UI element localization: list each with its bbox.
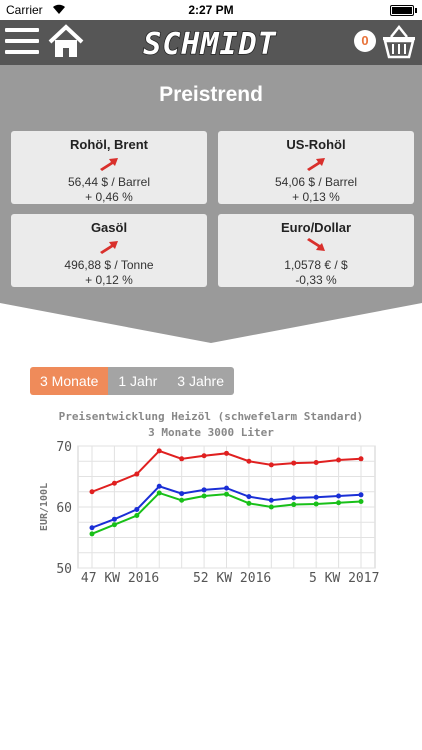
tab-1-jahr[interactable]: 1 Jahr: [108, 367, 168, 395]
chart-title: Preisentwicklung Heizöl (schwefelarm Sta…: [58, 410, 364, 423]
series-point-1: [201, 487, 207, 493]
arrow-up-icon: [307, 158, 325, 171]
trend-card-us-oil[interactable]: US-Rohöl 54,06 $ / Barrel + 0,13 %: [218, 131, 414, 204]
card-change: + 0,13 %: [292, 190, 340, 204]
series-point-0: [111, 480, 117, 486]
x-tick-label: 5 KW 2017: [309, 571, 379, 586]
brand-logo[interactable]: SCHMIDT: [134, 24, 286, 61]
series-point-1: [291, 495, 297, 501]
series-point-2: [89, 531, 95, 537]
y-tick-label: 50: [56, 562, 72, 577]
series-point-0: [336, 457, 342, 463]
card-change: -0,33 %: [295, 273, 337, 287]
series-point-0: [156, 448, 162, 454]
series-point-2: [111, 522, 117, 528]
card-name: Euro/Dollar: [280, 220, 352, 235]
status-bar: Carrier 2:27 PM: [0, 0, 422, 20]
series-point-1: [358, 492, 364, 498]
series-point-0: [201, 453, 207, 459]
brand-logo-text: SCHMIDT: [143, 27, 276, 61]
series-point-0: [134, 471, 140, 477]
series-point-2: [156, 490, 162, 496]
series-point-2: [268, 504, 274, 510]
series-point-2: [201, 493, 207, 499]
series-point-1: [313, 494, 319, 500]
battery-icon: [390, 5, 417, 16]
card-change: + 0,12 %: [85, 273, 133, 287]
card-price: 496,88 $ / Tonne: [64, 258, 154, 272]
trend-background: [0, 65, 422, 343]
wifi-icon: [53, 4, 65, 14]
series-point-1: [268, 497, 274, 503]
trend-card-euro-dollar[interactable]: Euro/Dollar 1,0578 € / $ -0,33 %: [218, 214, 414, 287]
card-name: Rohöl, Brent: [70, 137, 148, 152]
trend-title: Preistrend: [159, 83, 263, 106]
series-point-1: [111, 516, 117, 522]
series-point-2: [291, 502, 297, 508]
series-point-2: [246, 500, 252, 506]
tab-3-jahre[interactable]: 3 Jahre: [167, 367, 234, 395]
series-point-0: [224, 450, 229, 456]
card-price: 54,06 $ / Barrel: [274, 175, 358, 189]
app-header: SCHMIDT 0: [0, 20, 422, 65]
basket-icon[interactable]: [381, 25, 417, 59]
series-point-2: [358, 499, 364, 505]
series-point-1: [179, 491, 185, 497]
series-point-1: [134, 506, 140, 512]
tab-3-monate[interactable]: 3 Monate: [30, 367, 109, 395]
carrier-label: Carrier: [6, 3, 43, 17]
series-point-2: [134, 513, 140, 519]
chart-plot: 50 60 70 EUR/100L 47 KW 2016 52 KW 2016 5 KW 2…: [39, 440, 379, 586]
trend-card-brent[interactable]: Rohöl, Brent 56,44 $ / Barrel + 0,46 %: [11, 131, 207, 204]
card-name: US-Rohöl: [286, 137, 346, 152]
x-tick-label: 47 KW 2016: [81, 571, 159, 586]
arrow-up-icon: [100, 158, 118, 171]
series-point-2: [313, 501, 319, 507]
price-chart: Preisentwicklung Heizöl (schwefelarm Sta…: [0, 400, 422, 600]
series-point-0: [179, 456, 185, 462]
range-tabs: 3 Monate 1 Jahr 3 Jahre: [30, 367, 234, 395]
series-point-1: [224, 485, 229, 491]
cart-count-badge[interactable]: 0: [354, 30, 376, 52]
series-point-0: [291, 460, 297, 466]
series-point-0: [246, 458, 252, 464]
menu-icon[interactable]: [5, 28, 39, 58]
card-price: 1,0578 € / $: [284, 258, 348, 272]
series-point-1: [89, 525, 95, 531]
arrow-up-icon: [100, 241, 118, 254]
series-point-1: [246, 494, 252, 500]
card-name: Gasöl: [90, 220, 128, 235]
series-point-0: [268, 462, 274, 468]
clock: 2:27 PM: [188, 3, 234, 17]
y-tick-label: 60: [56, 501, 72, 516]
series-point-0: [89, 489, 95, 495]
arrow-down-icon: [307, 238, 325, 251]
series-point-2: [224, 491, 229, 497]
price-trend-section: Preistrend Rohöl, Brent 56,44 $ / Barrel…: [0, 65, 422, 345]
card-change: + 0,46 %: [85, 190, 133, 204]
series-point-1: [156, 483, 162, 489]
series-point-0: [313, 459, 319, 465]
series-point-2: [179, 497, 185, 503]
series-point-0: [358, 456, 364, 462]
series-point-2: [336, 500, 342, 506]
trend-card-gasoil[interactable]: Gasöl 496,88 $ / Tonne + 0,12 %: [11, 214, 207, 287]
card-price: 56,44 $ / Barrel: [67, 175, 151, 189]
y-tick-label: 70: [56, 440, 72, 455]
x-tick-label: 52 KW 2016: [193, 571, 271, 586]
y-axis-label: EUR/100L: [39, 483, 50, 531]
series-point-1: [336, 493, 342, 499]
home-icon[interactable]: [48, 24, 84, 60]
chart-subtitle: 3 Monate 3000 Liter: [148, 426, 274, 439]
